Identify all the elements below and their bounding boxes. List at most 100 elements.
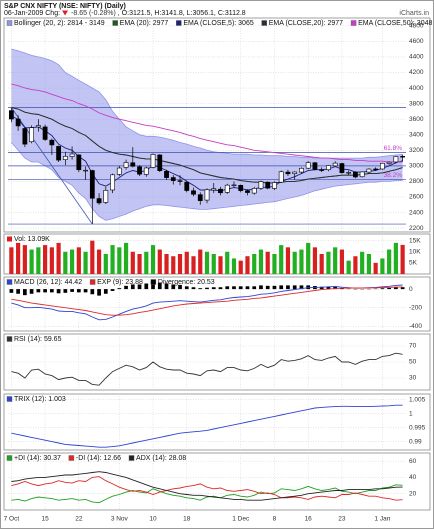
divergence-bar xyxy=(259,285,263,290)
volume-bar xyxy=(43,245,48,274)
legend-swatch xyxy=(112,20,118,26)
candle-body xyxy=(123,162,129,168)
volume-bar xyxy=(252,254,257,274)
divergence-bar xyxy=(225,286,230,290)
divergence-bar xyxy=(70,289,74,292)
x-tick-label: 15 xyxy=(41,516,49,523)
volume-bar xyxy=(238,260,243,274)
divergence-bar xyxy=(90,289,95,295)
volume-bar xyxy=(285,247,291,274)
candle-body xyxy=(211,188,217,191)
volume-bar xyxy=(157,249,162,274)
candle-body xyxy=(231,184,237,187)
x-tick-label: 16 xyxy=(305,516,313,523)
legend-label: EMA (CLOSE,20): 2977 xyxy=(269,20,343,27)
divergence-bar xyxy=(124,285,128,290)
volume-bar xyxy=(144,251,149,274)
volume-bar xyxy=(231,258,237,274)
y-tick-label: 0.995 xyxy=(409,424,426,431)
candle-body xyxy=(49,139,55,146)
fib-label: 61.8% xyxy=(384,145,403,152)
divergence-bar xyxy=(137,284,142,290)
change-arrow xyxy=(62,10,69,16)
legend-label: Bollinger (20, 2): 2814 - 3149 xyxy=(14,20,105,27)
candle-body xyxy=(379,162,385,170)
y-tick-label: 3000 xyxy=(409,163,424,170)
divergence-bar xyxy=(83,289,88,293)
candle-body xyxy=(103,190,109,203)
volume-bar xyxy=(312,247,318,274)
divergence-bar xyxy=(238,286,243,290)
y-tick-label: 10K xyxy=(409,248,421,255)
y-tick-label: 5K xyxy=(409,260,418,267)
y-tick-label: 4800 xyxy=(409,23,424,30)
quote-date: 06-Jan-2009 Chg: xyxy=(4,10,60,17)
x-tick-label: 23 xyxy=(338,516,346,523)
candle-body xyxy=(96,198,102,204)
volume-bar xyxy=(353,256,358,274)
volume-bar xyxy=(171,256,176,274)
y-tick-label: 15K xyxy=(409,237,421,244)
divergence-bar xyxy=(319,286,324,290)
y-tick-label: 3600 xyxy=(409,116,424,123)
divergence-bar xyxy=(292,285,297,290)
legend-swatch xyxy=(261,20,267,26)
divergence-bar xyxy=(252,286,257,290)
indicator-line xyxy=(11,286,403,316)
candle-body xyxy=(285,171,291,175)
panel-label: Vol: 13.09K xyxy=(14,236,50,243)
y-tick-label: 4200 xyxy=(409,69,424,76)
divergence-bar xyxy=(394,287,398,290)
divergence-bar xyxy=(171,284,176,290)
x-tick-label: 1 Dec xyxy=(232,516,250,523)
y-tick-label: 1.005 xyxy=(409,396,426,403)
indicator-line xyxy=(11,484,403,504)
volume-bar xyxy=(36,247,41,274)
divergence-bar xyxy=(333,286,338,290)
y-tick-label: -200 xyxy=(409,304,422,311)
ema-line xyxy=(11,107,403,184)
divergence-bar xyxy=(76,289,81,293)
divergence-bar xyxy=(245,286,250,290)
y-tick-label: 2400 xyxy=(409,209,424,216)
volume-bar xyxy=(346,260,351,274)
divergence-bar xyxy=(144,283,149,290)
quote-change: -8.65 (-0.28%) xyxy=(71,10,116,17)
divergence-bar xyxy=(16,289,20,294)
y-tick-label: 50 xyxy=(409,359,417,366)
y-tick-label: 3800 xyxy=(409,100,424,107)
indicator-line xyxy=(11,284,403,321)
legend-label: MACD (26, 12): 44.42 xyxy=(14,279,82,286)
divergence-bar xyxy=(306,285,311,290)
candle-body xyxy=(110,174,115,191)
candle-body xyxy=(204,189,210,201)
indicator-line xyxy=(11,404,403,448)
divergence-bar xyxy=(279,285,284,290)
legend-label: ADX (14): 28.08 xyxy=(136,455,186,462)
candle-body xyxy=(312,162,318,170)
y-tick-label: 3200 xyxy=(409,147,424,154)
candle-body xyxy=(62,156,68,160)
candle-body xyxy=(164,171,169,178)
candle-body xyxy=(258,181,264,189)
divergence-bar xyxy=(97,289,101,296)
volume-bar xyxy=(393,242,398,274)
candle-body xyxy=(35,125,41,128)
volume-bar xyxy=(333,247,338,274)
candle-body xyxy=(299,167,304,173)
candle-body xyxy=(278,171,284,183)
candle-body xyxy=(366,168,372,173)
candle-body xyxy=(339,163,345,173)
candle-body xyxy=(89,170,95,199)
volume-bar xyxy=(49,247,54,274)
candle-body xyxy=(197,194,203,201)
y-tick-label: 4400 xyxy=(409,54,424,61)
volume-bar xyxy=(225,251,230,274)
volume-bar xyxy=(123,242,129,274)
candle-body xyxy=(143,167,149,175)
fib-label: 38.2% xyxy=(384,172,403,179)
candle-body xyxy=(29,127,35,143)
divergence-bar xyxy=(400,287,405,290)
divergence-bar xyxy=(218,287,223,290)
legend-swatch xyxy=(7,236,12,242)
